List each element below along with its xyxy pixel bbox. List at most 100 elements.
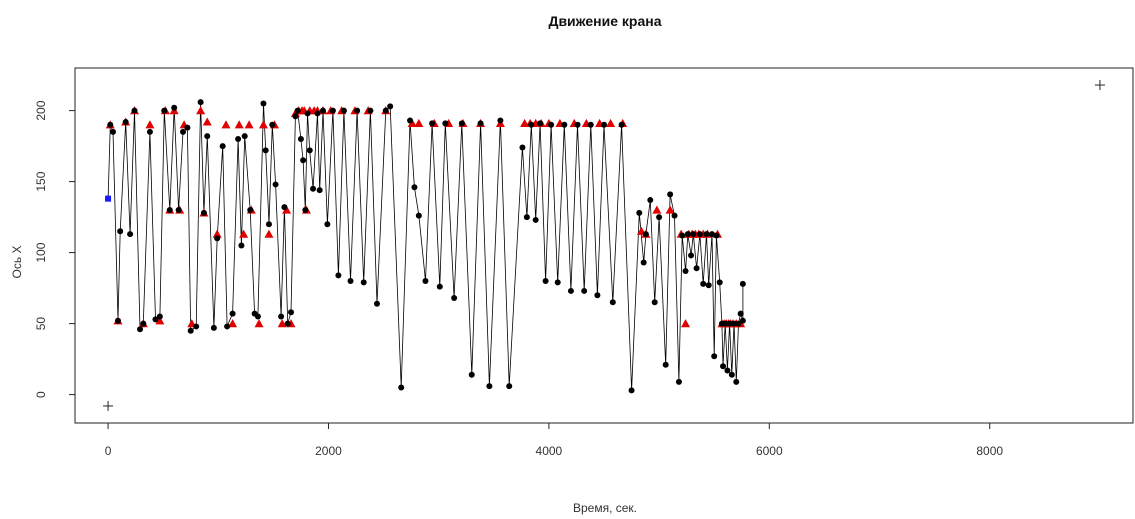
target-point xyxy=(244,120,254,129)
position-point xyxy=(187,327,194,334)
position-point xyxy=(398,384,405,391)
position-point xyxy=(316,187,323,194)
position-point xyxy=(486,383,493,390)
position-point xyxy=(294,107,301,114)
position-point xyxy=(127,231,134,238)
position-point xyxy=(442,120,449,127)
y-tick-label: 100 xyxy=(34,242,48,262)
position-point xyxy=(292,113,299,120)
position-point xyxy=(594,292,601,299)
target-point xyxy=(407,118,417,127)
y-axis-title: Ось Х xyxy=(10,246,24,279)
position-point xyxy=(506,383,513,390)
target-point xyxy=(254,319,264,328)
position-point xyxy=(197,99,204,106)
position-point xyxy=(407,117,414,124)
position-point xyxy=(219,143,226,150)
position-point xyxy=(656,214,663,221)
position-point xyxy=(468,371,475,378)
position-point xyxy=(675,378,682,385)
position-point xyxy=(722,320,729,327)
x-axis-title: Время, сек. xyxy=(573,501,637,515)
x-tick-label: 8000 xyxy=(976,444,1003,458)
position-point xyxy=(297,136,304,142)
target-point xyxy=(196,106,206,115)
position-point xyxy=(636,209,643,216)
cross-marker xyxy=(1094,80,1105,91)
target-point xyxy=(145,120,155,129)
position-point xyxy=(739,317,746,324)
position-point xyxy=(193,323,200,330)
position-point xyxy=(161,107,168,114)
position-point xyxy=(329,107,336,114)
target-point xyxy=(652,205,662,214)
position-point xyxy=(146,128,153,135)
position-point xyxy=(642,231,649,238)
position-point xyxy=(528,121,535,128)
position-point xyxy=(411,184,418,191)
position-point xyxy=(288,309,295,316)
position-point xyxy=(180,128,187,135)
position-point xyxy=(122,118,129,125)
position-point xyxy=(200,209,207,216)
plot-frame xyxy=(74,67,1134,424)
position-point xyxy=(667,191,674,198)
position-point xyxy=(110,128,117,135)
position-point xyxy=(720,363,727,370)
position-point xyxy=(618,121,625,128)
position-point xyxy=(713,232,720,239)
position-point xyxy=(278,313,285,320)
position-point xyxy=(711,353,718,360)
position-point xyxy=(700,280,707,287)
position-point xyxy=(477,120,484,127)
position-point xyxy=(688,252,695,259)
position-point xyxy=(324,221,331,228)
position-point xyxy=(247,207,254,213)
y-tick-label: 150 xyxy=(34,171,48,191)
position-point xyxy=(114,317,121,324)
position-point xyxy=(542,278,549,284)
position-point xyxy=(131,107,138,114)
position-point xyxy=(117,228,124,235)
position-point xyxy=(728,371,735,378)
position-point xyxy=(262,147,269,154)
position-point xyxy=(107,121,114,128)
position-point xyxy=(152,316,159,323)
position-point xyxy=(382,107,389,114)
position-point xyxy=(347,278,354,284)
position-point xyxy=(204,133,211,140)
position-point xyxy=(574,121,581,128)
target-point xyxy=(202,117,212,126)
movement-line xyxy=(107,102,744,391)
y-tick-label: 200 xyxy=(34,100,48,120)
plot-area xyxy=(103,80,1105,411)
position-point xyxy=(690,231,697,238)
position-point xyxy=(705,282,712,289)
position-point xyxy=(628,387,635,394)
position-point xyxy=(451,295,458,302)
position-point xyxy=(696,231,703,238)
position-point xyxy=(497,117,504,124)
x-tick-label: 2000 xyxy=(315,444,342,458)
position-point xyxy=(284,320,291,327)
position-point xyxy=(523,214,530,221)
chart-title: Движение крана xyxy=(548,13,661,29)
position-point xyxy=(532,216,539,223)
position-point xyxy=(587,121,594,128)
position-point xyxy=(306,147,313,154)
position-point xyxy=(581,287,588,294)
position-point xyxy=(184,124,191,131)
position-point xyxy=(265,221,272,228)
position-point xyxy=(567,287,574,294)
position-point xyxy=(609,299,616,306)
axes: 0 2000 4000 6000 8000 0 50 100 150 200 xyxy=(34,100,1003,458)
target-point xyxy=(282,205,292,214)
cross-marker xyxy=(103,400,114,411)
x-tick-label: 0 xyxy=(105,444,112,458)
position-point xyxy=(367,107,374,114)
target-point xyxy=(221,120,231,129)
position-point xyxy=(140,320,147,327)
position-point xyxy=(319,107,326,114)
position-point xyxy=(415,212,422,219)
start-point xyxy=(105,195,112,202)
